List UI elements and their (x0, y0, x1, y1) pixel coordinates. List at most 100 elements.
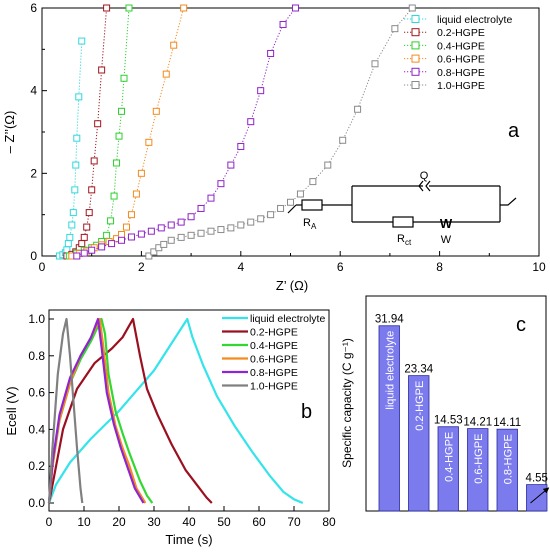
panel-a-data-point (80, 249, 88, 257)
panel-a-x-tick-label: 10 (532, 260, 546, 274)
panel-a-data-point (68, 221, 76, 229)
panel-b-letter: b (301, 401, 312, 423)
panel-a-data-point (98, 243, 106, 251)
panel-b-x-tick-label: 70 (287, 515, 301, 529)
panel-b-x-tick-label: 60 (252, 515, 266, 529)
panel-c-capacity-bar-chart: 31.94 liquid electrolyte 23.34 0.2-HGPE 14.5… (340, 295, 550, 512)
panel-a-data-point (207, 227, 215, 235)
panel-a-data-point (137, 230, 145, 238)
panel-a-data-point (408, 4, 416, 12)
panel-b-y-axis-label: Ecell (V) (4, 386, 19, 435)
panel-a-legend-label: 0.8-HGPE (437, 67, 485, 79)
panel-a-legend-label: 0.2-HGPE (437, 27, 485, 39)
panel-a-data-point (237, 221, 245, 229)
panel-c-y-axis-label: Specific capacity (C g⁻¹) (340, 338, 354, 468)
panel-a-data-point (71, 186, 79, 194)
panel-a-data-point (103, 231, 111, 239)
panel-a-data-point (267, 49, 275, 57)
panel-c-category-label: liquid electrolyte (384, 331, 396, 410)
panel-b-charge-discharge-plot: 0 10 20 30 40 50 60 70 80 0.0 0.2 0.4 0.6 0.8 1.0 liqu… (4, 309, 336, 547)
panel-a-data-point (64, 240, 72, 248)
resistor-rct (392, 216, 414, 228)
panel-b-series-line (47, 317, 147, 504)
panel-b-x-axis-label: Time (s) (165, 532, 212, 547)
panel-a-data-point (227, 161, 235, 169)
panel-a-legend-label: liquid electrolyte (437, 14, 512, 26)
panel-a-series (55, 4, 416, 260)
panel-a-data-point (127, 233, 135, 241)
panel-b-x-tick-label: 20 (112, 515, 126, 529)
circuit-rct-sub: ct (405, 238, 412, 247)
panel-a-data-point (108, 240, 116, 248)
panel-c-pointer-arrow (530, 487, 550, 504)
panel-a-data-point (78, 240, 86, 248)
panel-a-data-point (177, 218, 185, 226)
panel-c-bars: 31.94 liquid electrolyte 23.34 0.2-HGPE 14.5… (375, 314, 550, 512)
panel-a-data-point (187, 231, 195, 239)
panel-a-data-point (277, 204, 285, 212)
panel-a-data-point (354, 105, 362, 113)
panel-b-x-tick-label: 50 (217, 515, 231, 529)
panel-a-data-point (152, 107, 160, 115)
panel-b-series-line (47, 317, 304, 505)
panel-a-data-point (324, 161, 332, 169)
panel-b-legend-label: 1.0-HGPE (250, 381, 298, 393)
panel-a-legend-marker (411, 54, 420, 63)
panel-a-data-point (78, 37, 86, 45)
panel-a-legend-label: 1.0-HGPE (437, 80, 485, 92)
circuit-q-label: Q (420, 170, 429, 182)
panel-b-legend-label: liquid electrolyte (250, 313, 325, 325)
panel-a-data-point (127, 211, 135, 219)
panel-a-data-point (80, 233, 88, 241)
panel-a-x-tick-label: 8 (436, 260, 443, 274)
panel-b-y-tick-label: 0.2 (28, 459, 45, 473)
panel-a-data-point (145, 252, 153, 260)
panel-c-category-label: 0.6-HGPE (473, 434, 485, 484)
panel-a-data-point (125, 4, 133, 12)
panel-a-letter: a (508, 120, 520, 142)
panel-a-data-point (279, 21, 287, 29)
panel-c-value-label: 14.53 (434, 415, 463, 427)
panel-c-bar (378, 325, 400, 512)
panel-a-series-line (69, 7, 130, 257)
panel-a-data-point (118, 231, 126, 239)
circuit-ra-label: RA (303, 217, 317, 231)
panel-a-data-point (118, 236, 126, 244)
panel-a-data-point (160, 240, 168, 248)
panel-a-data-point (391, 25, 399, 33)
panel-a-data-point (90, 157, 98, 165)
resistor-ra (301, 199, 323, 211)
panel-b-series-line (47, 317, 213, 504)
panel-a-data-point (167, 236, 175, 244)
panel-a-data-point (115, 132, 123, 140)
panel-a-data-point (137, 169, 145, 177)
panel-a-data-point (177, 233, 185, 241)
panel-b-y-tick-label: 0.6 (28, 386, 45, 400)
panel-a-y-tick-label: 0 (30, 249, 37, 263)
circuit-ra-sub: A (311, 222, 317, 231)
panel-c-value-label: 14.21 (463, 417, 492, 429)
panel-a-data-point (110, 192, 118, 200)
panel-b-series-line (47, 317, 145, 504)
circuit-rct-main: R (397, 233, 405, 245)
panel-a-data-point (247, 218, 255, 226)
panel-a-data-point (98, 66, 106, 74)
panel-a-ticks: 0 2 4 6 8 10 0 2 4 6 (30, 1, 546, 274)
panel-a-data-point (66, 233, 74, 241)
panel-a-data-point (162, 70, 170, 78)
panel-b-y-tick-label: 1.0 (28, 312, 45, 326)
panel-b-legend-label: 0.4-HGPE (250, 340, 298, 352)
circuit-warburg-symbol: W (440, 216, 453, 231)
circuit-w-label: W (441, 234, 452, 246)
panel-a-data-point (257, 87, 265, 95)
panel-a-data-point (103, 4, 111, 12)
panel-a-data-point (257, 215, 265, 223)
panel-c-value-label: 23.34 (404, 364, 433, 376)
panel-b-y-tick-label: 0.8 (28, 349, 45, 363)
panel-c-value-label: 31.94 (375, 314, 404, 326)
panel-a-data-point (83, 223, 91, 231)
panel-a-data-point (197, 229, 205, 237)
